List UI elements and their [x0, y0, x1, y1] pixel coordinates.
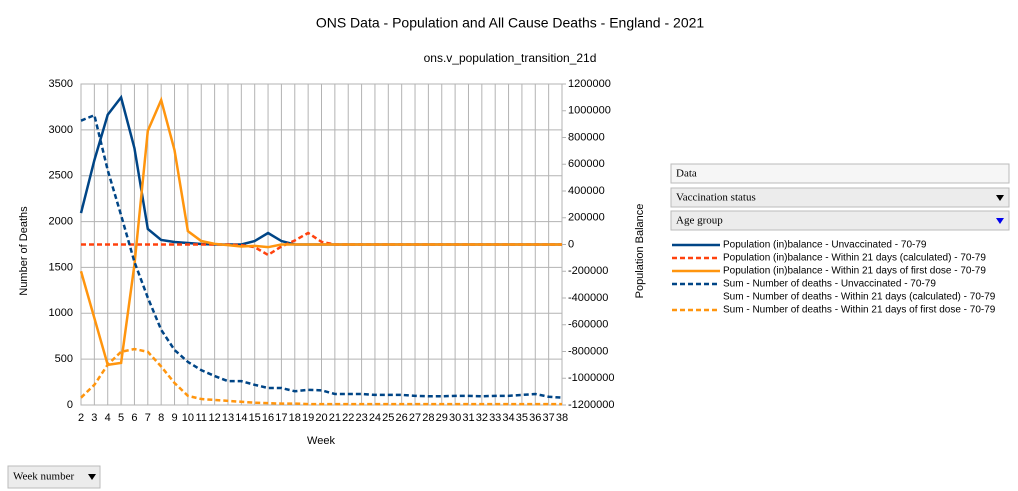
x-tick-label: 15	[249, 412, 261, 424]
x-tick-label: 25	[382, 412, 394, 424]
x-tick-label: 18	[289, 412, 301, 424]
x-tick-label: 16	[262, 412, 274, 424]
dropdown-arrow	[88, 474, 96, 480]
x-tick-label: 4	[105, 412, 111, 424]
y2-axis-label: Population Balance	[634, 204, 646, 299]
x-tick-label: 38	[556, 412, 568, 424]
x-tick-label: 27	[409, 412, 421, 424]
column-field-button[interactable]	[670, 187, 1010, 208]
x-tick-label: 22	[342, 412, 354, 424]
x-tick-label: 12	[208, 412, 220, 424]
y-tick-label: 2000	[49, 215, 73, 227]
x-tick-label: 35	[516, 412, 528, 424]
x-tick-label: 36	[529, 412, 541, 424]
legend-label: Population (in)balance - Within 21 days …	[723, 266, 986, 277]
y2-tick-label: -1200000	[568, 399, 615, 411]
x-tick-label: 10	[182, 412, 194, 424]
column-field-label: Age group	[676, 215, 723, 227]
x-tick-label: 37	[543, 412, 555, 424]
y-tick-label: 3500	[49, 78, 73, 90]
legend-label: Population (in)balance - Within 21 days …	[723, 253, 986, 264]
y2-tick-label: 1200000	[568, 78, 611, 90]
x-tick-label: 23	[355, 412, 367, 424]
x-tick-label: 13	[222, 412, 234, 424]
x-tick-label: 3	[91, 412, 97, 424]
x-tick-label: 33	[489, 412, 501, 424]
y-tick-label: 3000	[49, 124, 73, 136]
y-axis-label: Number of Deaths	[18, 206, 30, 296]
y-tick-label: 2500	[49, 170, 73, 182]
column-field-button[interactable]	[670, 210, 1010, 231]
x-tick-label: 2	[78, 412, 84, 424]
y2-tick-label: -1000000	[568, 372, 615, 384]
x-tick-label: 32	[476, 412, 488, 424]
y2-tick-label: -600000	[568, 319, 608, 331]
x-tick-label: 28	[422, 412, 434, 424]
x-tick-label: 11	[196, 412, 207, 424]
y2-tick-label: 1000000	[568, 105, 611, 117]
dropdown-arrow	[996, 195, 1004, 201]
y2-tick-label: 800000	[568, 131, 605, 143]
y2-tick-label: 600000	[568, 158, 605, 170]
x-tick-label: 9	[171, 412, 177, 424]
y2-tick-label: 400000	[568, 185, 605, 197]
legend-label: Sum - Number of deaths - Within 21 days …	[723, 305, 996, 316]
pivot-controls: Data Vaccination status Age group Week n…	[7, 163, 1010, 489]
x-tick-label: 29	[436, 412, 448, 424]
series-line	[79, 96, 562, 367]
x-tick-label: 6	[131, 412, 137, 424]
x-tick-label: 14	[235, 412, 247, 424]
legend-label: Sum - Number of deaths - Unvaccinated - …	[723, 279, 936, 290]
y-tick-label: 500	[55, 353, 73, 365]
legend-label: Sum - Number of deaths - Within 21 days …	[723, 292, 996, 303]
x-tick-label: 24	[369, 412, 381, 424]
x-tick-label: 26	[396, 412, 408, 424]
x-tick-label: 19	[302, 412, 314, 424]
x-tick-label: 17	[275, 412, 287, 424]
y-tick-label: 1000	[49, 307, 73, 319]
row-field-label: Week number	[13, 471, 74, 483]
x-tick-label: 34	[502, 412, 514, 424]
x-tick-label: 31	[462, 412, 474, 424]
chart-subtitle: ons.v_population_transition_21d	[424, 51, 597, 65]
y2-tick-label: -400000	[568, 292, 608, 304]
column-field-label: Vaccination status	[676, 192, 756, 204]
dropdown-arrow	[996, 218, 1004, 224]
y2-tick-label: -800000	[568, 345, 608, 357]
x-tick-label: 21	[329, 412, 341, 424]
y-tick-label: 1500	[49, 261, 73, 273]
series-line	[80, 347, 562, 406]
row-field-button[interactable]	[7, 465, 101, 489]
x-tick-label: 7	[145, 412, 151, 424]
y2-tick-label: 0	[568, 238, 574, 250]
y2-tick-label: 200000	[568, 212, 605, 224]
chart-title: ONS Data - Population and All Cause Deat…	[316, 15, 705, 31]
x-axis-label: Week	[307, 435, 335, 447]
data-field-label: Data	[676, 168, 697, 180]
y-tick-label: 0	[67, 399, 73, 411]
data-field-box[interactable]	[670, 163, 1010, 184]
y2-tick-label: -200000	[568, 265, 608, 277]
x-tick-label: 5	[118, 412, 124, 424]
x-tick-label: 30	[449, 412, 461, 424]
x-tick-label: 20	[315, 412, 327, 424]
legend-label: Population (in)balance - Unvaccinated - …	[723, 240, 927, 251]
x-tick-label: 8	[158, 412, 164, 424]
